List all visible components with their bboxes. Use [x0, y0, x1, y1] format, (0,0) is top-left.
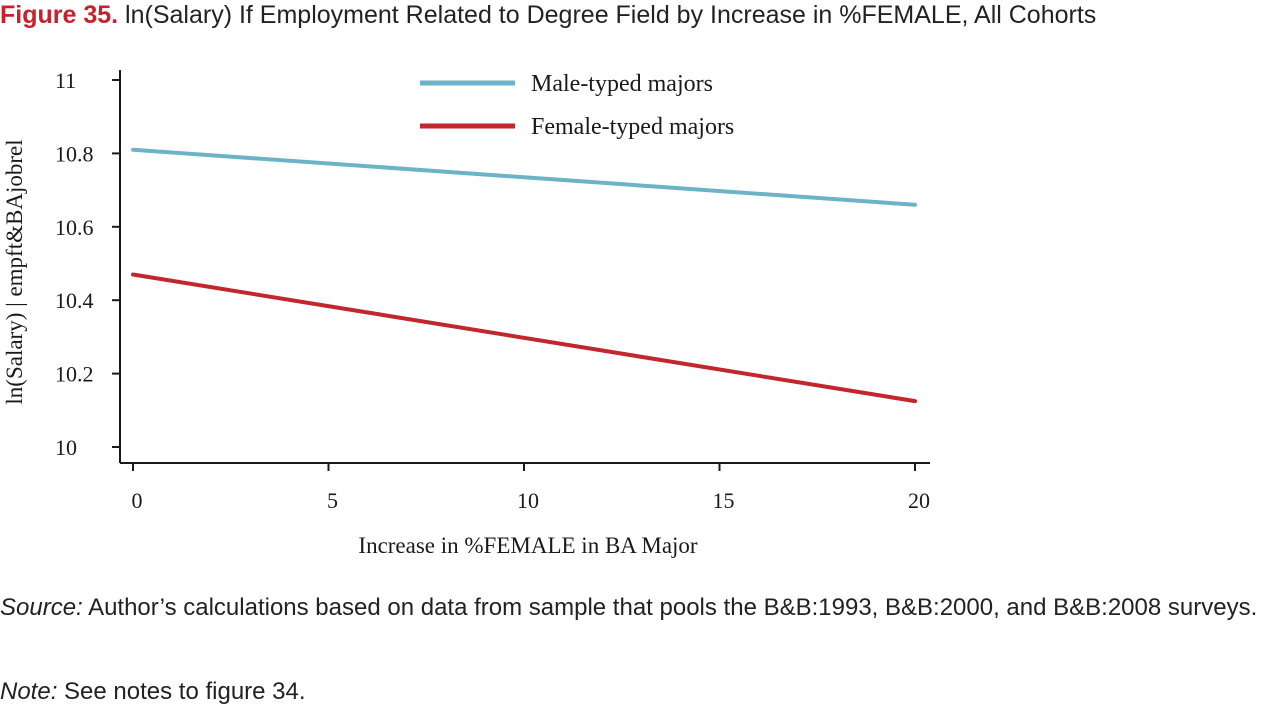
line-chart: 10 10.2 10.4 10.6 10.8 11 0 5 10 15 20 Increase in … [2, 68, 930, 558]
x-tick-label: 0 [132, 488, 143, 513]
y-tick-label: 10.2 [55, 362, 94, 387]
figure-title: Figure 35. ln(Salary) If Employment Rela… [0, 0, 1280, 30]
x-tick-label: 10 [517, 488, 539, 513]
y-tick-label: 10 [55, 435, 77, 460]
note-caption: Note: See notes to figure 34. [0, 676, 1280, 708]
figure-number: Figure 35. [0, 1, 119, 29]
legend-label: Female-typed majors [531, 114, 734, 140]
x-axis-title: Increase in %FEMALE in BA Major [358, 533, 698, 558]
x-tick-label: 5 [327, 488, 338, 513]
chart-axes: 10 10.2 10.4 10.6 10.8 11 0 5 10 15 20 Increase in … [2, 68, 930, 558]
series-line-female [131, 272, 917, 404]
figure-title-text: ln(Salary) If Employment Related to Degr… [125, 1, 1097, 29]
y-tick-label: 10.8 [55, 141, 94, 166]
y-axis-title: ln(Salary) | empft&BAjobrel [2, 139, 27, 404]
note-label: Note: [0, 678, 58, 705]
y-tick-label: 10.6 [55, 215, 94, 240]
note-text: See notes to figure 34. [64, 678, 306, 705]
chart-lines [131, 147, 917, 404]
source-caption: Source: Author’s calculations based on d… [0, 592, 1280, 624]
legend-label: Male-typed majors [531, 71, 713, 97]
y-tick-label: 10.4 [55, 288, 94, 313]
source-text: Author’s calculations based on data from… [88, 594, 1258, 621]
chart-legend: Male-typed majors Female-typed majors [420, 71, 734, 140]
x-tick-label: 15 [713, 488, 735, 513]
x-tick-label: 20 [908, 488, 930, 513]
source-label: Source: [0, 594, 83, 621]
series-line-male [131, 147, 917, 207]
y-tick-label: 11 [55, 68, 76, 93]
